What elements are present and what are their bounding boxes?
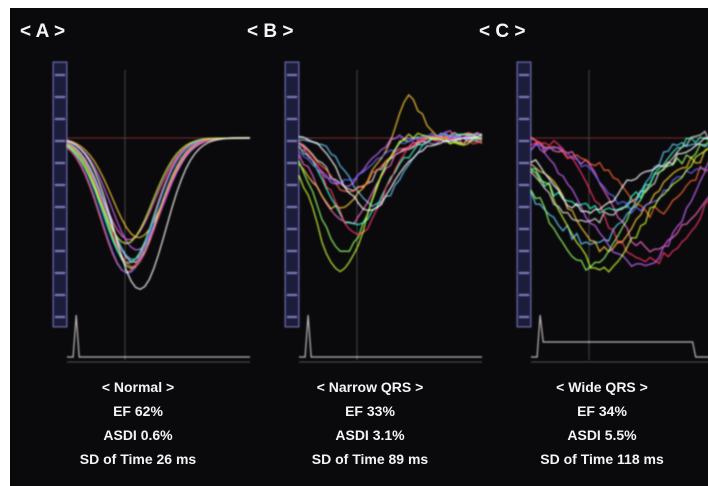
caption-line: SD of Time 118 ms — [540, 451, 664, 467]
caption-line: ASDI 3.1% — [335, 427, 405, 443]
caption-line: ASDI 5.5% — [567, 427, 637, 443]
caption-line: ASDI 0.6% — [103, 427, 173, 443]
caption-line: SD of Time 89 ms — [312, 451, 429, 467]
axis-bar — [285, 62, 299, 327]
caption-line: < Wide QRS > — [556, 379, 648, 395]
caption-line: EF 33% — [345, 403, 395, 419]
panel-label: < C > — [479, 21, 525, 42]
caption-line: < Normal > — [102, 379, 174, 395]
figure: < A > < Normal > EF 62% ASDI 0.6% SD of Time… — [0, 0, 708, 486]
caption-line: < Narrow QRS > — [317, 379, 424, 395]
axis-bar — [53, 62, 67, 327]
caption-line: EF 62% — [113, 403, 163, 419]
axis-bar — [517, 62, 531, 327]
panel-label: < B > — [247, 21, 293, 42]
caption-line: SD of Time 26 ms — [80, 451, 197, 467]
caption-line: EF 34% — [577, 403, 627, 419]
panel-label: < A > — [20, 21, 65, 42]
